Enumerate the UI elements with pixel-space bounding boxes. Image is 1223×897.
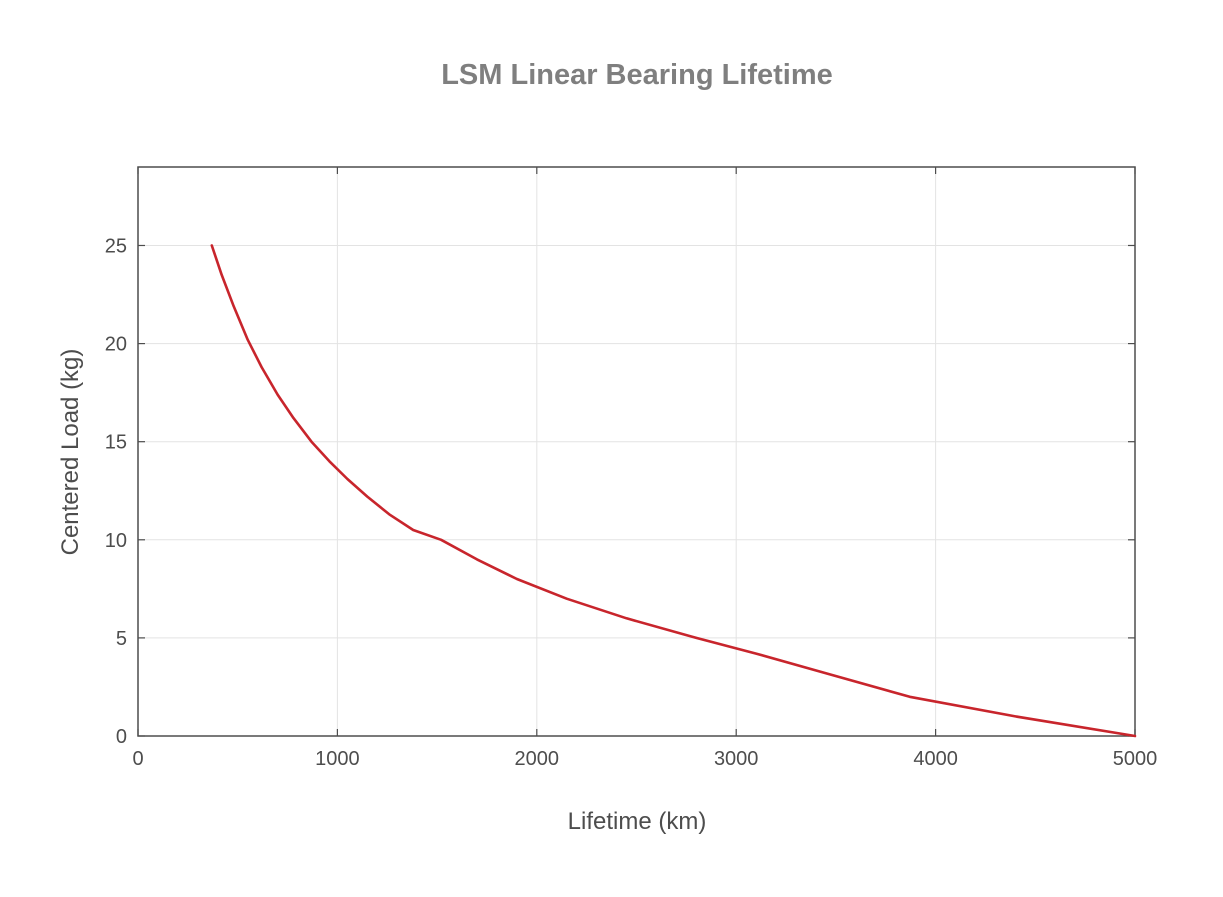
chart-title: LSM Linear Bearing Lifetime (441, 59, 833, 91)
x-axis-label: Lifetime (km) (568, 808, 707, 835)
y-tick-label: 10 (105, 530, 127, 552)
x-tick-label: 5000 (1113, 748, 1158, 770)
x-tick-label: 2000 (515, 748, 560, 770)
y-tick-label: 20 (105, 334, 127, 356)
y-tick-label: 5 (116, 628, 127, 650)
y-axis-label: Centered Load (kg) (57, 349, 84, 556)
y-tick-label: 25 (105, 235, 127, 257)
series-line (210, 244, 1137, 738)
x-tick-label: 3000 (714, 748, 759, 770)
x-tick-labels: 0 1000 2000 3000 4000 5000 (132, 748, 1157, 770)
y-tick-label: 0 (116, 726, 127, 748)
x-tick-label: 0 (132, 748, 143, 770)
series-group (210, 244, 1137, 738)
plot-area-frame (137, 166, 1136, 737)
gridlines (138, 167, 1135, 736)
y-tick-labels: 0 5 10 15 20 25 (105, 235, 127, 748)
axis-ticks (137, 167, 1136, 737)
x-tick-label: 1000 (315, 748, 360, 770)
y-tick-label: 15 (105, 432, 127, 454)
x-tick-label: 4000 (913, 748, 958, 770)
